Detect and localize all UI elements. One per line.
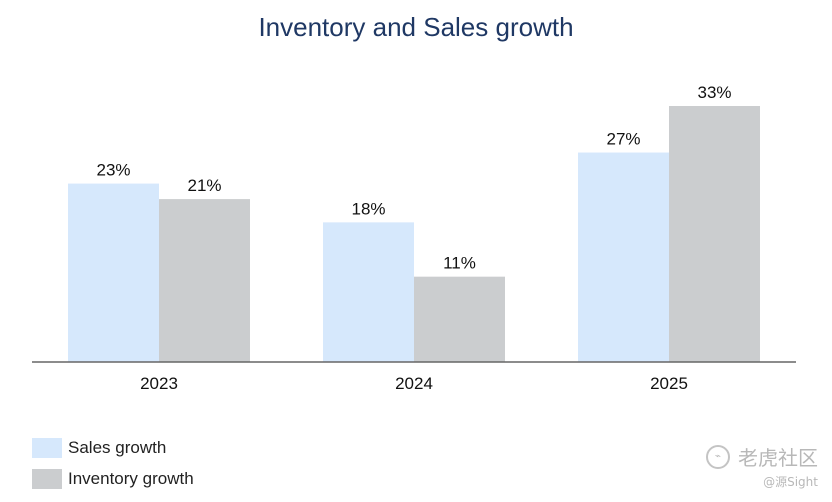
data-label-inventory-2023: 21% xyxy=(187,176,221,195)
watermark-handle: @源Sight xyxy=(763,475,818,489)
data-label-inventory-2024: 11% xyxy=(443,254,476,273)
x-tick-label-2023: 2023 xyxy=(140,374,178,393)
bar-inventory-2025 xyxy=(669,106,760,362)
data-label-sales-2024: 18% xyxy=(351,199,385,218)
x-tick-label-2025: 2025 xyxy=(650,374,688,393)
legend-swatch-sales xyxy=(32,437,62,458)
data-label-inventory-2025: 33% xyxy=(697,83,731,102)
bar-sales-2024 xyxy=(323,222,414,362)
tiger-logo-icon: ⌁ xyxy=(706,444,730,469)
x-tick-label-2024: 2024 xyxy=(395,374,433,393)
legend-item-inventory: Inventory growth xyxy=(32,463,194,494)
legend-label-inventory: Inventory growth xyxy=(68,468,194,488)
bar-sales-2025 xyxy=(578,152,669,362)
legend-swatch-inventory xyxy=(32,468,62,489)
bar-inventory-2023 xyxy=(159,199,250,362)
data-label-sales-2025: 27% xyxy=(606,130,640,149)
watermark: ⌁ 老虎社区 @源Sight xyxy=(706,442,818,490)
legend-label-sales: Sales growth xyxy=(68,437,167,457)
bar-sales-2023 xyxy=(68,183,159,362)
bar-chart: 23% 21% 2023 18% 11% 2024 27% 33% 2025 xyxy=(32,83,796,393)
legend: Sales growth Inventory growth xyxy=(32,432,194,494)
chart-title: Inventory and Sales growth xyxy=(258,12,574,42)
data-label-sales-2023: 23% xyxy=(96,161,130,180)
legend-item-sales: Sales growth xyxy=(32,432,194,463)
bar-inventory-2024 xyxy=(414,276,505,362)
watermark-brand: 老虎社区 xyxy=(738,446,818,470)
